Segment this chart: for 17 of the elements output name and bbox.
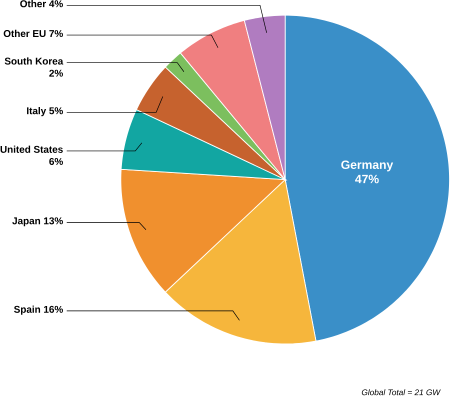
slice-label: Other EU (4, 30, 46, 38)
slice-label: Other (20, 0, 46, 8)
data-label: 6% (49, 158, 63, 166)
data-label: 2% (49, 70, 63, 77)
slice-label: Spain (14, 306, 40, 315)
data-label: 5% (49, 107, 63, 114)
data-label: 7% (49, 30, 63, 38)
slice-label: Japan (12, 217, 40, 226)
text: Global Total = 21 GW (362, 389, 441, 396)
slice-label: South Korea (4, 57, 64, 65)
data-label: 13% (44, 217, 63, 224)
slice-label: Germany (341, 160, 394, 172)
data-label: 16% (44, 306, 63, 313)
slice-label: United States (0, 146, 63, 153)
data-label: 4% (49, 0, 63, 8)
data-label: 47% (355, 174, 379, 184)
slice-label: Italy (27, 107, 46, 116)
